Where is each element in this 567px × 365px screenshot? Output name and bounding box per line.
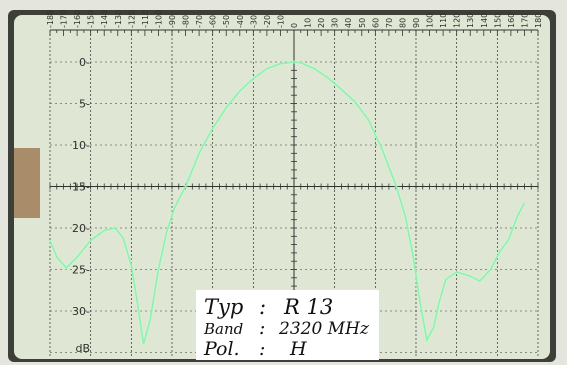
- angle-scale: -180 -170 -160 -150 -140 -130 -120 -110 -100 -90-…: [46, 10, 543, 28]
- angle-label: 170: [520, 13, 529, 28]
- angle-label: -160: [73, 10, 82, 28]
- angle-label: 160: [507, 13, 516, 28]
- db-label: 0-: [79, 56, 90, 69]
- angle-label: -40: [236, 15, 245, 28]
- label-band-key: Band: [203, 320, 243, 338]
- angle-label: 90: [412, 18, 421, 28]
- angle-label: 0: [290, 23, 299, 28]
- angle-label: -170: [60, 10, 69, 28]
- angle-label: -140: [100, 10, 109, 28]
- angle-label: -50: [222, 15, 231, 28]
- angle-label: -80: [182, 15, 191, 28]
- angle-label: 110: [439, 13, 448, 28]
- angle-label: 120: [453, 13, 462, 28]
- angle-label: 130: [466, 13, 475, 28]
- db-label: dB: [75, 342, 90, 355]
- angle-label: 70: [385, 18, 394, 28]
- angle-label: 40: [344, 18, 353, 28]
- angle-label: -150: [87, 10, 96, 28]
- angle-label: 60: [371, 18, 380, 28]
- angle-label: -100: [154, 10, 163, 28]
- pattern-trace: [49, 61, 526, 345]
- label-typ-key: Typ: [204, 295, 243, 319]
- label-card-background: [196, 290, 379, 360]
- angle-label: 140: [480, 13, 489, 28]
- label-typ-value: R 13: [283, 295, 333, 319]
- angle-label: 100: [426, 13, 435, 28]
- side-strip: [14, 148, 40, 218]
- label-band-value: 2320 MHz: [278, 319, 370, 339]
- angle-label: -90: [168, 15, 177, 28]
- angle-label: -120: [127, 10, 136, 28]
- label-pol-key: Pol.: [203, 338, 240, 360]
- angle-label: -20: [263, 15, 272, 28]
- db-label: 30-: [72, 305, 90, 318]
- angle-label: -30: [249, 15, 258, 28]
- angle-label: 50: [358, 18, 367, 28]
- angle-label: -10: [276, 15, 285, 28]
- angle-label: -130: [114, 10, 123, 28]
- angle-label: -70: [195, 15, 204, 28]
- angle-label: -180: [46, 10, 55, 28]
- db-label: 25-: [72, 264, 90, 277]
- angle-label: 80: [398, 18, 407, 28]
- label-band-sep: :: [259, 317, 265, 339]
- label-pol-value: H: [289, 338, 307, 360]
- angle-label: 30: [331, 18, 340, 28]
- label-pol-sep: :: [259, 338, 265, 360]
- db-label: 5-: [79, 98, 90, 111]
- db-label: 10-: [72, 139, 90, 152]
- angle-label: -110: [141, 10, 150, 28]
- db-label: 20-: [72, 222, 90, 235]
- label-typ-sep: :: [259, 295, 266, 319]
- angle-label: 20: [317, 18, 326, 28]
- db-label: 15-: [72, 181, 90, 194]
- angle-label: 180: [534, 13, 543, 28]
- angle-label: 10: [304, 18, 313, 28]
- db-scale: 0- 5- 10- 15- 20- 25- 30- dB: [72, 56, 90, 355]
- angle-label: -60: [209, 15, 218, 28]
- label-card: Typ : R 13 Band : 2320 MHz Pol. : H: [196, 290, 379, 360]
- angle-label: 150: [493, 13, 502, 28]
